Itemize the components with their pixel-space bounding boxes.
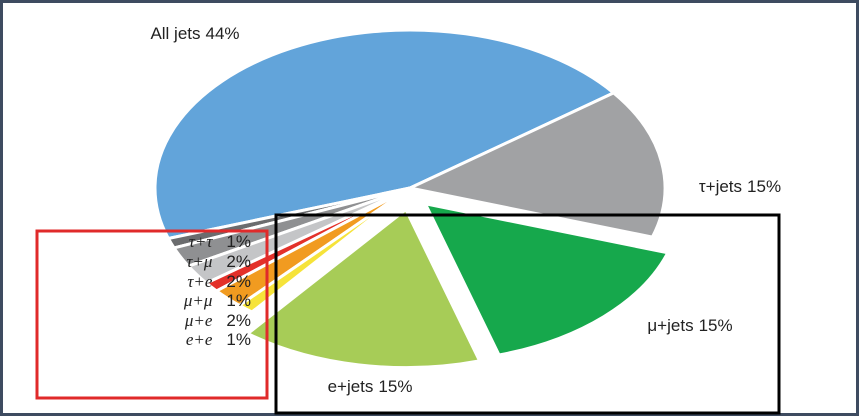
slice-label-value: 15% (699, 316, 733, 335)
slice-label-category: μ+μ (183, 291, 213, 310)
slice-label: τ+e 2% (187, 272, 251, 292)
slice-label: All jets 44% (150, 24, 239, 43)
slice-label: μ+jets 15% (647, 316, 732, 335)
pie-slice (237, 186, 412, 314)
slice-label: τ+τ 1% (189, 232, 251, 252)
slice-label-value: 2% (226, 272, 251, 291)
slice-label-category: All jets (150, 24, 200, 43)
slice-label: τ+μ 2% (186, 252, 251, 272)
slice-label: μ+e 2% (184, 311, 251, 331)
slice-label-value: 2% (226, 311, 251, 330)
highlight-box-black (274, 213, 781, 415)
slice-label-category: τ+e (187, 272, 213, 291)
highlight-box-red (35, 229, 269, 400)
slice-label-category: τ+τ (189, 232, 214, 251)
slice-label-category: τ+μ (186, 252, 212, 271)
slice-label-value: 1% (226, 232, 251, 251)
slice-label-value: 2% (226, 252, 251, 271)
pie-slice (423, 202, 670, 357)
slice-label-category: e+e (186, 330, 213, 349)
slice-label: e+e 1% (186, 330, 251, 350)
slice-label: μ+μ 1% (183, 291, 251, 311)
pie-slice (153, 28, 616, 240)
slice-label-value: 1% (226, 291, 251, 310)
slice-label-category: e+jets (328, 377, 374, 396)
pie-slice (408, 91, 667, 239)
slice-label-category: τ+jets (699, 177, 742, 196)
slice-label-category: μ+e (184, 311, 213, 330)
slice-label-value: 15% (378, 377, 412, 396)
slice-label-value: 1% (226, 330, 251, 349)
slice-label: e+jets 15% (328, 377, 413, 396)
slice-label: τ+jets 15% (699, 177, 781, 196)
slice-label-value: 15% (747, 177, 781, 196)
slice-label-category: μ+jets (647, 316, 693, 335)
slice-label-value: 44% (206, 24, 240, 43)
pie (153, 28, 670, 370)
